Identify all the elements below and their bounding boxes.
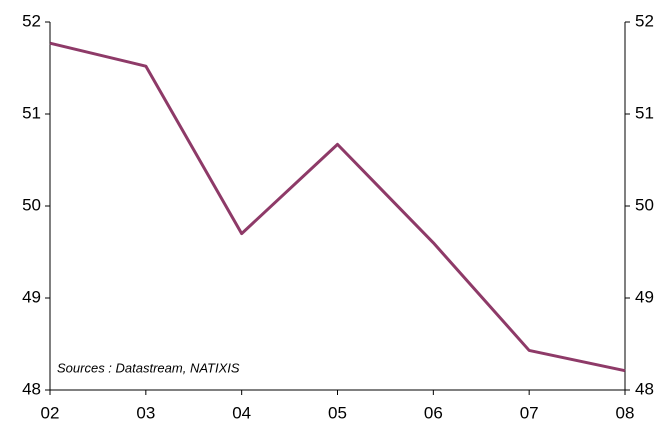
y2-tick-label: 52 <box>635 11 654 30</box>
y2-tick-label: 48 <box>635 379 654 398</box>
x-tick-label: 05 <box>328 403 347 422</box>
x-tick-label: 07 <box>520 403 539 422</box>
x-tick-label: 04 <box>232 403 251 422</box>
y2-tick-label: 51 <box>635 103 654 122</box>
data-line <box>49 41 626 373</box>
y-tick-label: 52 <box>22 11 41 30</box>
x-tick-label: 08 <box>616 403 635 422</box>
x-tick-label: 03 <box>136 403 155 422</box>
y-tick-label: 50 <box>22 195 41 214</box>
y2-tick-label: 50 <box>635 195 654 214</box>
y-tick-label: 48 <box>22 379 41 398</box>
y-tick-label: 49 <box>22 287 41 306</box>
x-tick-label: 06 <box>424 403 443 422</box>
source-note: Sources : Datastream, NATIXIS <box>57 360 240 375</box>
y-tick-label: 51 <box>22 103 41 122</box>
x-tick-label: 02 <box>41 403 60 422</box>
y2-tick-label: 49 <box>635 287 654 306</box>
